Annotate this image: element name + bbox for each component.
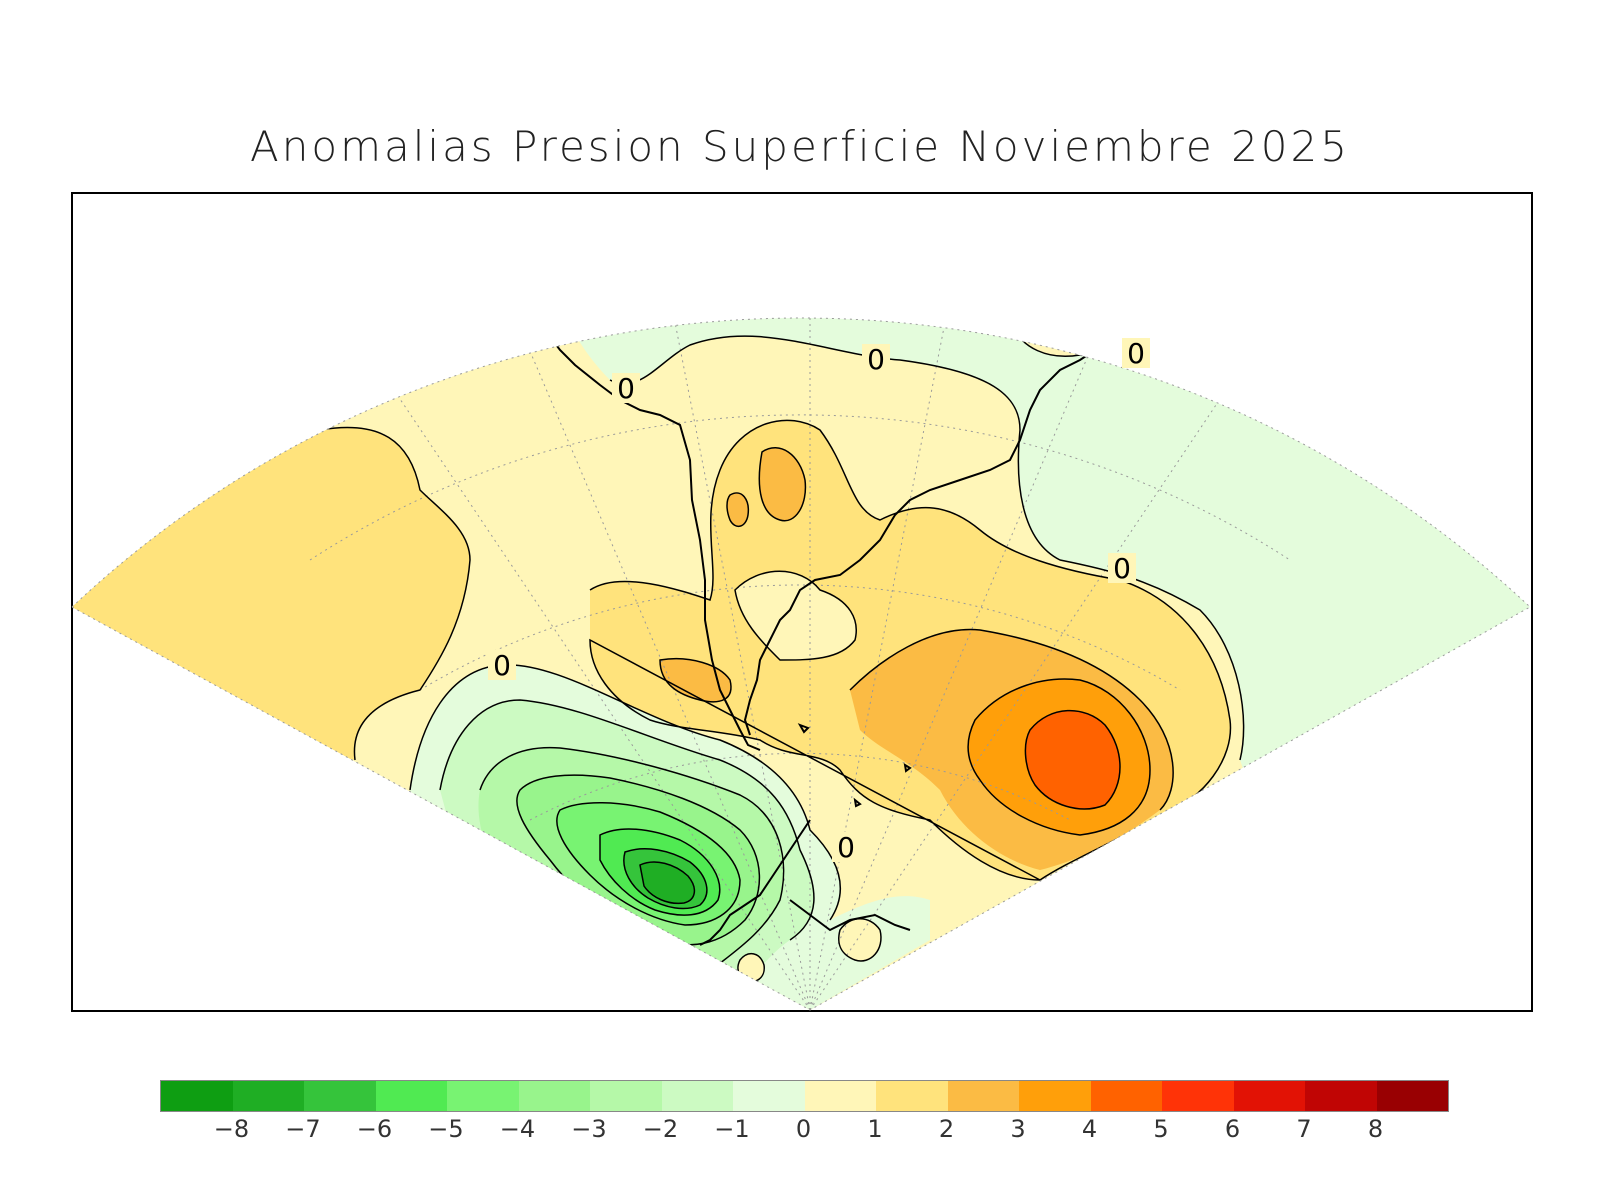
colorbar-swatch <box>1090 1081 1162 1111</box>
colorbar-tick-label: −3 <box>571 1115 607 1143</box>
colorbar-tick-label: 1 <box>867 1115 883 1143</box>
colorbar-swatch <box>375 1081 447 1111</box>
field-pos0-hole <box>735 571 857 660</box>
field-pos1-south <box>838 918 881 961</box>
map-title: Anomalias Presion Superficie Noviembre 2… <box>250 122 1350 171</box>
contour-label: 0 <box>493 649 511 682</box>
colorbar-labels: −8 −7 −6 −5 −4 −3 −2 −1 0 1 2 3 4 5 6 7 8 <box>160 1115 1447 1145</box>
field-pos2-blob-b <box>727 492 749 527</box>
field-pos2-blob-a <box>759 447 806 521</box>
colorbar-swatch <box>661 1081 733 1111</box>
colorbar-swatch <box>876 1081 948 1111</box>
colorbar-tick-label: 3 <box>1010 1115 1026 1143</box>
colorbar-swatch <box>733 1081 805 1111</box>
contour-label-group: 0 0 0 0 0 0 <box>488 337 1150 864</box>
colorbar-tick-label: −5 <box>428 1115 464 1143</box>
colorbar-swatch <box>232 1081 304 1111</box>
colorbar-swatch <box>161 1081 233 1111</box>
colorbar-swatch <box>1233 1081 1305 1111</box>
colorbar-swatch <box>804 1081 876 1111</box>
contour-label: 0 <box>867 343 885 376</box>
contour-label: 0 <box>1113 552 1131 585</box>
colorbar-swatch <box>447 1081 519 1111</box>
colorbar-swatch <box>947 1081 1019 1111</box>
colorbar-swatch <box>518 1081 590 1111</box>
colorbar-tick-label: −7 <box>285 1115 321 1143</box>
colorbar-tick-label: 7 <box>1296 1115 1312 1143</box>
colorbar-tick-label: 8 <box>1367 1115 1384 1143</box>
colorbar-tick-label: 4 <box>1081 1115 1098 1143</box>
colorbar-tick-label: 5 <box>1153 1115 1169 1143</box>
colorbar-tick-label: −6 <box>356 1115 393 1143</box>
contour-label: 0 <box>1127 337 1145 370</box>
colorbar-tick-label: −2 <box>642 1115 679 1143</box>
colorbar-tick-label: 2 <box>938 1115 955 1143</box>
colorbar-swatch <box>1019 1081 1091 1111</box>
colorbar <box>160 1080 1449 1112</box>
colorbar-swatch <box>1162 1081 1234 1111</box>
colorbar-swatch <box>590 1081 662 1111</box>
contour-label: 0 <box>837 831 855 864</box>
colorbar-tick-label: −1 <box>714 1115 750 1143</box>
colorbar-tick-label: 0 <box>795 1115 812 1143</box>
colorbar-tick-label: −4 <box>499 1115 536 1143</box>
colorbar-swatch <box>1305 1081 1377 1111</box>
colorbar-swatch <box>1376 1081 1448 1111</box>
field-neg8 <box>640 862 695 904</box>
colorbar-tick-label: 6 <box>1224 1115 1241 1143</box>
colorbar-tick-label: −8 <box>213 1115 250 1143</box>
contour-lines <box>129 318 1245 983</box>
fan-outline <box>71 317 1531 1011</box>
field-pos4-core <box>1025 710 1120 809</box>
contour-label: 0 <box>617 372 635 405</box>
colorbar-swatch <box>304 1081 376 1111</box>
